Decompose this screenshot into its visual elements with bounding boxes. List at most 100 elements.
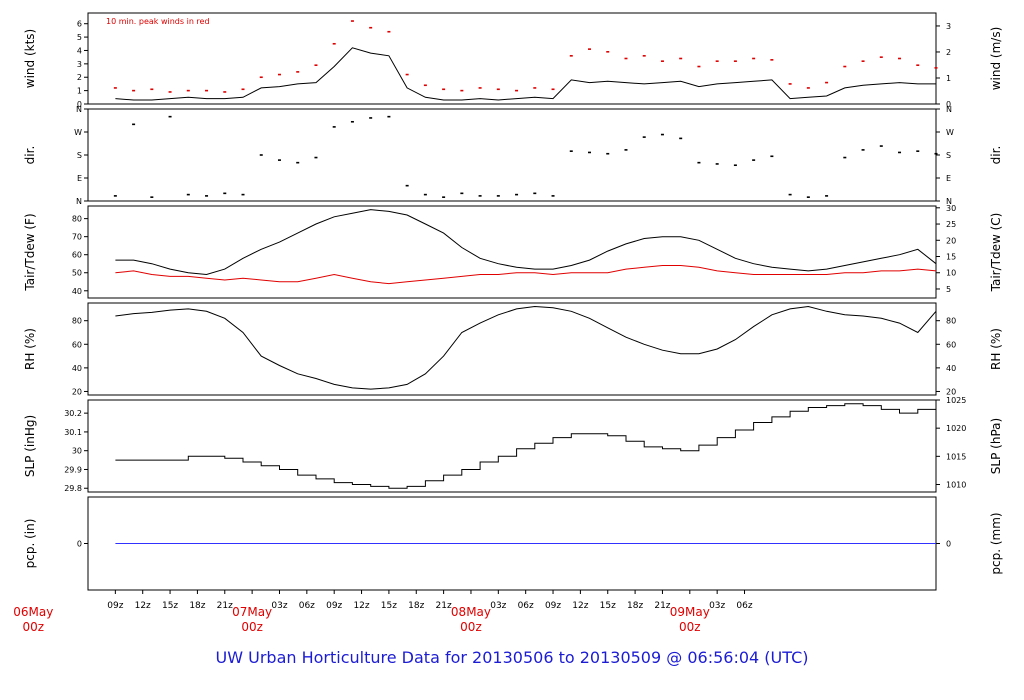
- temperature-air_temperature-line: [115, 209, 937, 276]
- wind-peak-point: [369, 26, 373, 29]
- date-tick-sublabel: 00z: [23, 620, 45, 634]
- wind-peak-point: [277, 73, 281, 76]
- rh-ytick-label: 80: [72, 317, 82, 326]
- direction-right-tick-label: N: [946, 105, 952, 114]
- direction-direction-point: [697, 161, 701, 164]
- wind-peak-point: [588, 48, 592, 50]
- hour-tick-label: 03z: [709, 601, 725, 611]
- wind-peak-point: [442, 88, 446, 91]
- wind-peak-point: [679, 57, 683, 60]
- rh-right-tick-label: 40: [946, 364, 956, 373]
- direction-direction-point: [423, 193, 427, 196]
- temperature-ylabel-right: Tair/Tdew (C): [989, 213, 1003, 293]
- wind-peak-point: [569, 55, 573, 57]
- hour-tick-label: 06z: [299, 601, 315, 611]
- rh-right-tick-label: 20: [946, 387, 956, 396]
- direction-right-tick-label: E: [946, 174, 951, 183]
- date-tick-sublabel: 00z: [241, 620, 263, 634]
- pressure-right-tick-label: 1020: [946, 424, 966, 433]
- direction-direction-point: [624, 149, 628, 151]
- direction-direction-point: [515, 193, 519, 196]
- wind-ytick-label: 0: [77, 100, 82, 109]
- wind-peak-point: [405, 73, 409, 76]
- wind-peak-point: [186, 89, 190, 92]
- pressure-right-tick-label: 1015: [946, 452, 966, 461]
- direction-direction-point: [861, 149, 865, 151]
- wind-peak-point: [697, 65, 701, 68]
- direction-direction-point: [259, 154, 263, 156]
- wind-peak-point: [606, 51, 610, 53]
- direction-right-tick-label: W: [946, 128, 954, 137]
- direction-direction-point: [150, 196, 154, 198]
- direction-direction-point: [442, 196, 446, 198]
- direction-direction-point: [551, 195, 555, 197]
- temperature-right-tick-label: 25: [946, 220, 956, 229]
- direction-direction-point: [369, 117, 373, 119]
- pressure-ytick-label: 30.1: [64, 428, 82, 437]
- direction-direction-point: [660, 133, 664, 136]
- wind-peak-point: [898, 57, 902, 60]
- date-tick-sublabel: 00z: [679, 620, 701, 634]
- pressure-ytick-label: 29.8: [64, 484, 82, 493]
- direction-direction-point: [223, 192, 227, 195]
- hour-tick-label: 06z: [736, 601, 752, 611]
- direction-direction-point: [387, 115, 391, 118]
- direction-direction-point: [642, 136, 646, 138]
- direction-direction-point: [588, 151, 592, 154]
- wind-peak-point: [752, 57, 756, 60]
- wind-peak-point: [515, 89, 519, 92]
- wind-peak-point: [205, 89, 209, 92]
- direction-direction-point: [934, 152, 938, 155]
- temperature-frame: [87, 205, 937, 299]
- temperature-ytick-label: 70: [72, 233, 82, 242]
- wind-peak-point: [916, 64, 920, 66]
- wind-ytick-label: 2: [77, 73, 82, 82]
- wind-peak-point: [496, 88, 500, 91]
- direction-direction-point: [715, 163, 719, 165]
- direction-direction-point: [277, 159, 281, 161]
- direction-right-tick-label: N: [946, 197, 952, 206]
- direction-direction-point: [606, 152, 610, 155]
- wind-right-tick-label: 0: [946, 100, 951, 109]
- footer-title: UW Urban Horticulture Data for 20130506 …: [215, 648, 809, 667]
- direction-frame: [87, 108, 937, 202]
- direction-ytick-label: N: [76, 197, 82, 206]
- hour-tick-label: 12z: [572, 601, 588, 611]
- date-tick-label: 07May: [232, 605, 272, 619]
- wind-peak-point: [825, 81, 829, 84]
- direction-direction-point: [843, 156, 847, 159]
- wind-peak-point: [806, 87, 810, 89]
- temperature-ytick-label: 40: [72, 287, 82, 296]
- hour-tick-label: 18z: [627, 601, 643, 611]
- wind-ytick-label: 1: [77, 87, 82, 96]
- rh-relative_humidity-line: [115, 305, 937, 390]
- direction-direction-point: [679, 137, 683, 140]
- temperature-right-tick-label: 5: [946, 285, 951, 294]
- wind-peak-point: [168, 91, 172, 93]
- temperature-right-tick-label: 20: [946, 236, 956, 245]
- direction-direction-point: [296, 161, 300, 164]
- direction-direction-point: [478, 195, 482, 197]
- direction-direction-point: [879, 145, 883, 147]
- pressure-ylabel: SLP (inHg): [23, 415, 37, 477]
- direction-direction-point: [825, 195, 829, 197]
- temperature-right-tick-label: 15: [946, 253, 956, 262]
- direction-direction-point: [770, 155, 774, 158]
- direction-direction-point: [916, 150, 920, 152]
- precip-right-tick-label: 0: [946, 540, 951, 549]
- pressure-sea_level_pressure-line: [115, 403, 937, 489]
- hour-tick-label: 21z: [217, 601, 233, 611]
- direction-ytick-label: S: [77, 151, 82, 160]
- temperature-right-tick-label: 30: [946, 204, 956, 213]
- wind-right-tick-label: 3: [946, 22, 951, 31]
- wind-peak-point: [332, 42, 336, 45]
- hour-tick-label: 09z: [326, 601, 342, 611]
- wind-peak-point: [423, 84, 427, 87]
- wind-ylabel-right: wind (m/s): [989, 27, 1003, 91]
- direction-direction-point: [806, 196, 810, 198]
- wind-frame: [87, 12, 937, 105]
- wind-ytick-label: 5: [77, 33, 82, 42]
- pressure-ylabel-right: SLP (hPa): [989, 418, 1003, 474]
